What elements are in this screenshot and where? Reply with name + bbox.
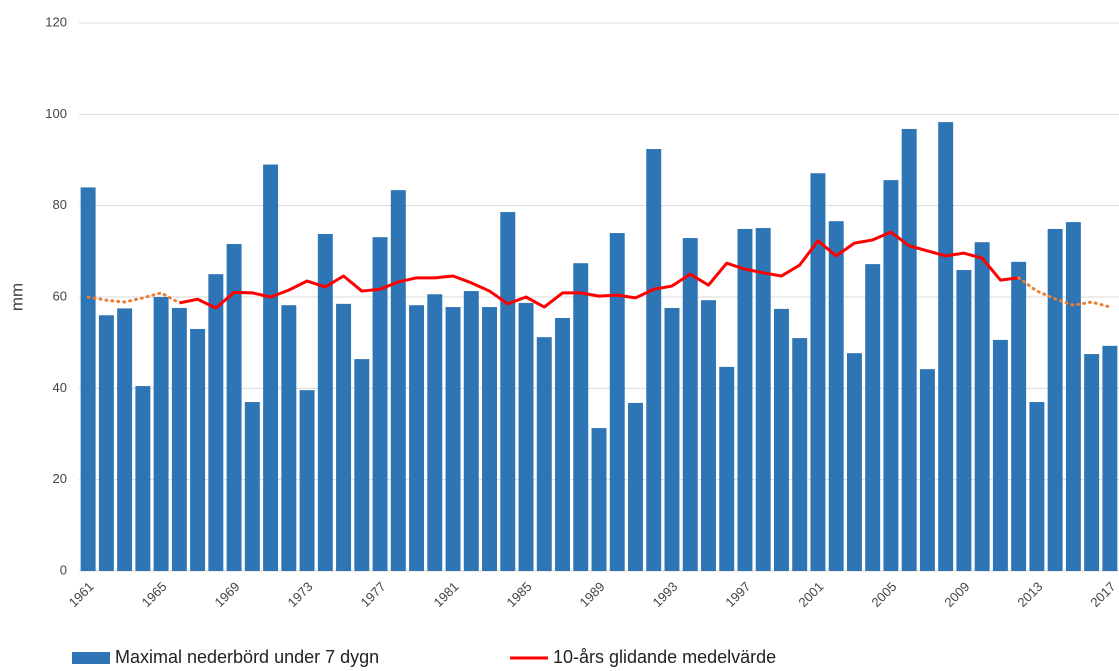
x-tick-label: 2009 (941, 579, 972, 610)
bar (299, 390, 315, 571)
bar (500, 212, 516, 571)
bar (792, 338, 808, 571)
bar (719, 366, 735, 571)
bar (135, 386, 151, 571)
x-tick-label: 1977 (358, 579, 389, 610)
bar (737, 228, 753, 571)
x-tick-label: 1961 (66, 579, 97, 610)
bar (482, 307, 498, 571)
x-tick-label: 1989 (576, 579, 607, 610)
bar (700, 300, 716, 571)
x-tick-label: 1969 (212, 579, 243, 610)
x-tick-label: 1997 (722, 579, 753, 610)
bar (865, 264, 881, 571)
bar (354, 359, 370, 571)
bar (682, 238, 698, 571)
bar (518, 302, 534, 571)
bar (281, 305, 297, 571)
bar (98, 315, 114, 571)
trend-extension (86, 276, 1112, 309)
bar (828, 221, 844, 571)
bar (263, 164, 279, 572)
bar (409, 305, 425, 571)
bar (755, 228, 771, 571)
line (179, 230, 1019, 310)
bar (463, 291, 479, 571)
bar (1011, 261, 1027, 571)
x-tick-label: 2001 (795, 579, 826, 610)
x-tick-label: 1981 (431, 579, 462, 610)
y-tick-label: 20 (53, 471, 67, 486)
bar (1047, 228, 1063, 571)
bar (646, 149, 662, 572)
bar (974, 242, 990, 571)
bar (555, 318, 570, 571)
bar (992, 339, 1008, 571)
legend-label: 10-års glidande medelvärde (553, 647, 776, 667)
bar (1065, 222, 1081, 571)
y-axis-label: mm (7, 283, 26, 311)
bar (1102, 345, 1118, 571)
bar (846, 353, 862, 571)
x-tick-label: 1985 (504, 579, 535, 610)
bar (956, 270, 972, 571)
x-tick-label: 1973 (285, 579, 316, 610)
bar (153, 297, 169, 571)
x-tick-label: 2013 (1014, 579, 1045, 610)
bar (208, 274, 224, 571)
x-tick-label: 1965 (139, 579, 170, 610)
y-tick-label: 100 (45, 106, 67, 121)
bar (1084, 354, 1100, 571)
y-tick-label: 120 (45, 14, 67, 29)
bar (226, 244, 242, 571)
x-tick-label: 2017 (1087, 579, 1118, 610)
bar (773, 308, 789, 571)
bar (80, 187, 96, 571)
bar (190, 328, 206, 571)
bar (536, 337, 552, 571)
legend-swatch (72, 652, 110, 664)
legend-label: Maximal nederbörd under 7 dygn (115, 647, 379, 667)
y-tick-label: 40 (53, 380, 67, 395)
y-tick-label: 60 (53, 288, 67, 303)
bar (117, 308, 133, 571)
y-tick-label: 0 (60, 562, 67, 577)
bar (883, 180, 899, 572)
x-tick-label: 1993 (649, 579, 680, 610)
bar (901, 128, 917, 572)
bar (591, 428, 607, 571)
y-tick-label: 80 (53, 197, 67, 212)
bar (317, 233, 333, 572)
bar (919, 369, 935, 571)
bar (244, 402, 260, 571)
bar (427, 294, 443, 571)
bar (609, 233, 625, 572)
bar (390, 190, 406, 571)
bar (810, 173, 826, 571)
bar (664, 307, 680, 571)
x-tick-label: 2005 (868, 579, 899, 610)
bar (628, 402, 643, 571)
bar (445, 307, 461, 571)
bar (938, 122, 954, 571)
bar (1029, 402, 1045, 571)
bar (336, 303, 352, 571)
bar (372, 237, 388, 571)
bar (573, 263, 589, 571)
bar (171, 307, 187, 571)
